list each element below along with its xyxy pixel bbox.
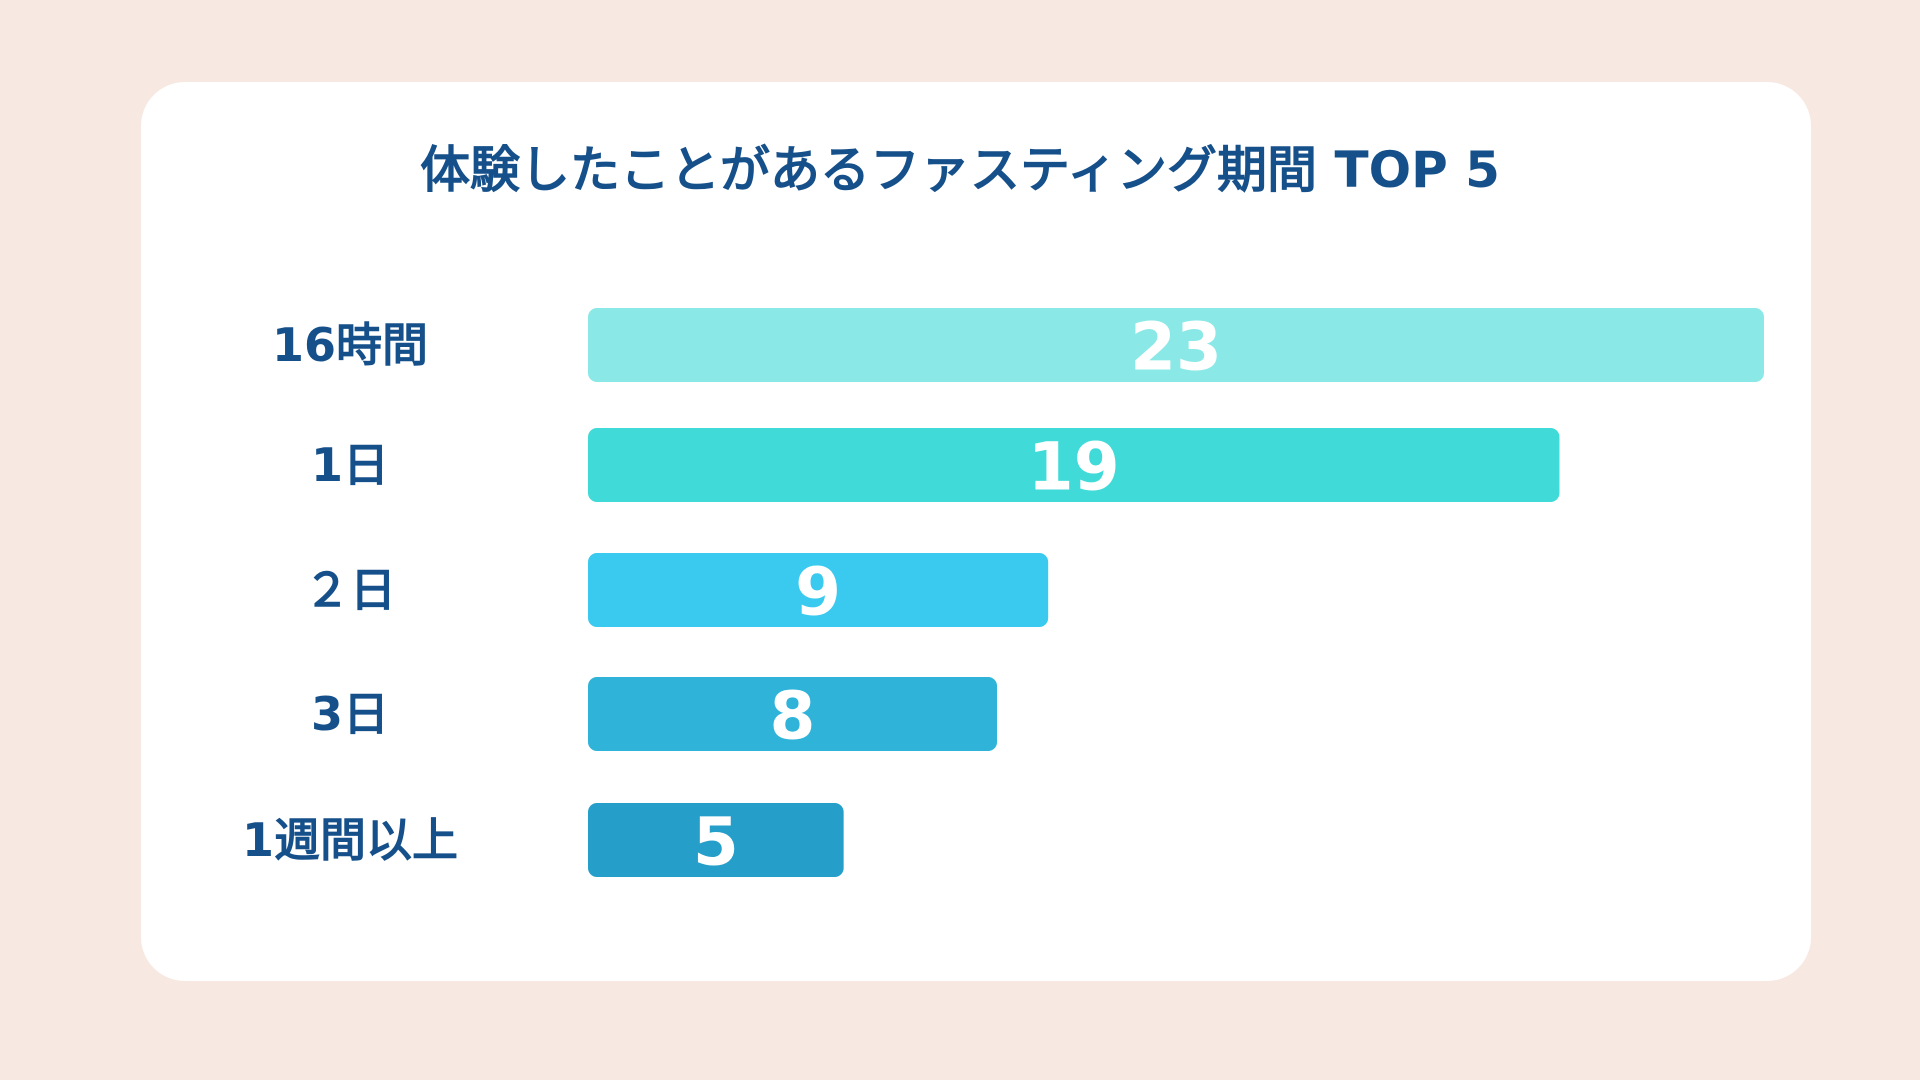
chart-title: 体験したことがあるファスティング期間 TOP 5 bbox=[420, 141, 1500, 199]
category-label: 1週間以上 bbox=[242, 813, 458, 867]
bar-value-label: 23 bbox=[1130, 309, 1222, 386]
bar bbox=[588, 308, 1764, 382]
bar bbox=[588, 803, 844, 877]
category-label: 16時間 bbox=[272, 318, 428, 372]
category-label: 3日 bbox=[311, 687, 389, 741]
bar-value-label: 8 bbox=[770, 678, 816, 755]
bar bbox=[588, 553, 1049, 627]
category-label: ２日 bbox=[304, 563, 396, 617]
category-label: 1日 bbox=[311, 438, 389, 492]
chart-card bbox=[141, 82, 1811, 981]
bar bbox=[588, 677, 998, 751]
bar bbox=[588, 428, 1560, 502]
bar-value-label: 19 bbox=[1028, 429, 1120, 506]
bar-value-label: 9 bbox=[795, 554, 841, 631]
bar-value-label: 5 bbox=[693, 804, 739, 881]
